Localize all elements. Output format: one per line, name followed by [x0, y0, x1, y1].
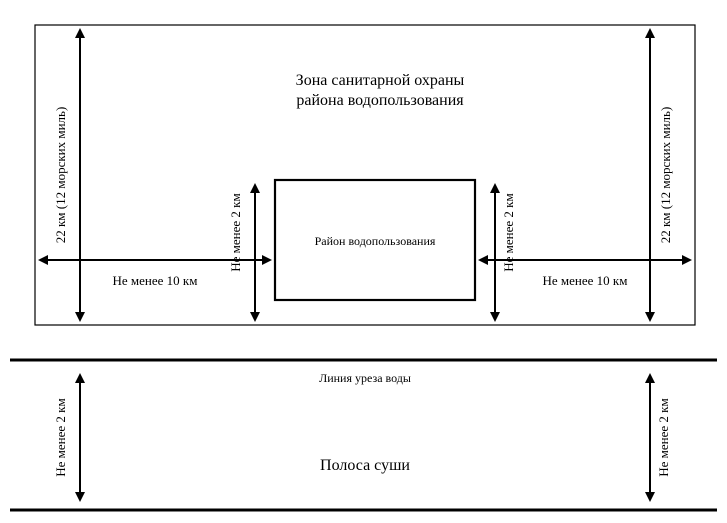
label-22km-right: 22 км (12 морских миль): [658, 107, 673, 244]
label-10km-right: Не менее 10 км: [543, 273, 628, 288]
label-2km-inner-right: Не менее 2 км: [501, 193, 516, 271]
label-10km-left: Не менее 10 км: [113, 273, 198, 288]
label-2km-land-right: Не менее 2 км: [656, 398, 671, 476]
water-line-label: Линия уреза воды: [319, 371, 411, 385]
label-22km-left: 22 км (12 морских миль): [53, 107, 68, 244]
label-2km-land-left: Не менее 2 км: [53, 398, 68, 476]
zone-title-line1: Зона санитарной охраны: [296, 72, 465, 89]
land-strip-label: Полоса суши: [320, 457, 410, 474]
zone-title-line2: района водопользования: [296, 92, 464, 109]
inner-zone-label: Район водопользования: [315, 234, 436, 248]
label-2km-inner-left: Не менее 2 км: [228, 193, 243, 271]
